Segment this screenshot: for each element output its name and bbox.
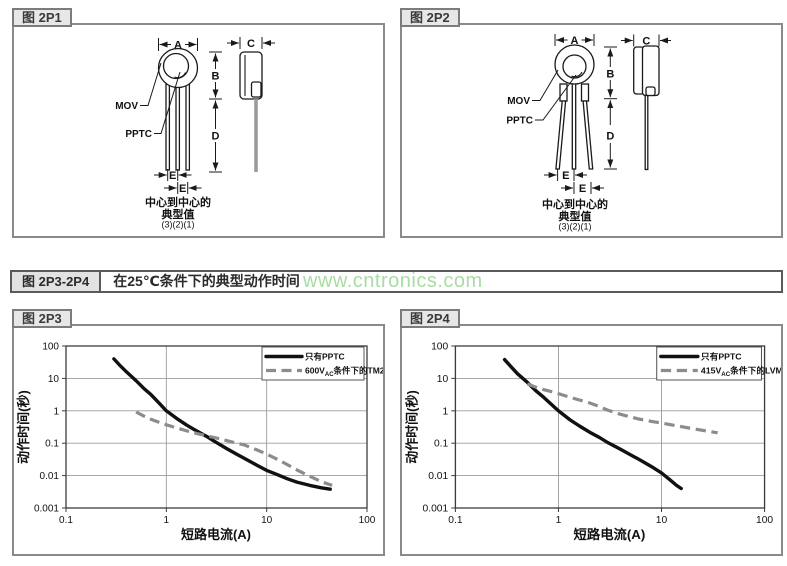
- mov-callout: MOV: [115, 62, 162, 112]
- front-view: A MOV PPTC: [115, 38, 211, 230]
- svg-text:10: 10: [48, 374, 60, 385]
- component-diagram-2p1: A MOV PPTC: [115, 37, 275, 230]
- figure-panel-2p1: 图 2P1 A: [12, 8, 385, 238]
- dim-a-label: A: [571, 35, 579, 47]
- mov-callout: MOV: [507, 69, 559, 107]
- caption-line1: 中心到中心的: [145, 195, 211, 209]
- dim-a-label: A: [174, 40, 182, 52]
- component-diagram-2p2: A MOV PPTC: [506, 34, 671, 232]
- svg-text:100: 100: [756, 515, 773, 526]
- dimension-e-row2: E: [164, 182, 202, 195]
- dimension-e-row2: E: [561, 182, 604, 195]
- pptc-callout: PPTC: [506, 74, 577, 127]
- mov-label: MOV: [507, 96, 530, 107]
- caption-line3: (3)(2)(1): [162, 220, 195, 230]
- svg-text:10: 10: [656, 515, 668, 526]
- dim-e1-label: E: [169, 170, 176, 182]
- chart-plot-area: 0.1 1 10 100 0.001 0.01 0.1 1 10 100 只有PPTC 600VAC条…: [34, 342, 383, 527]
- svg-text:只有PPTC: 只有PPTC: [701, 351, 742, 362]
- chart-2p3: 0.1 1 10 100 0.001 0.01 0.1 1 10 100 只有PPTC 600VAC条…: [16, 342, 383, 543]
- pptc-label: PPTC: [125, 129, 152, 140]
- dimension-e-row1: E: [544, 169, 587, 182]
- figure-label-2p4: 图 2P4: [400, 309, 460, 328]
- mov-label: MOV: [115, 101, 138, 112]
- dimension-b: B: [209, 51, 222, 100]
- svg-text:0.01: 0.01: [40, 471, 60, 482]
- dimension-a: A: [158, 38, 198, 52]
- svg-text:0.001: 0.001: [34, 504, 59, 515]
- dim-d-label: D: [212, 131, 220, 143]
- dimension-b: B: [604, 46, 617, 100]
- figure-label-2p2: 图 2P2: [400, 8, 460, 27]
- leads: [555, 82, 594, 170]
- svg-text:0.1: 0.1: [45, 439, 59, 450]
- dim-c-label: C: [247, 38, 255, 50]
- svg-text:415VAC条件下的LVM2P: 415VAC条件下的LVM2P: [701, 365, 781, 378]
- dim-b-label: B: [212, 71, 220, 83]
- figure-panel-2p2: 图 2P2 A: [400, 8, 783, 238]
- svg-text:10: 10: [437, 374, 449, 385]
- side-view: C B D: [209, 37, 275, 173]
- dimension-e-row1: E: [154, 169, 192, 182]
- caption-line2: 典型值: [162, 207, 195, 221]
- figure-label-2p1: 图 2P1: [12, 8, 72, 27]
- dimension-d: D: [604, 100, 617, 170]
- svg-text:只有PPTC: 只有PPTC: [305, 352, 345, 362]
- section-header-title: 在25℃条件下的典型动作时间: [113, 273, 300, 289]
- dimension-c: C: [621, 34, 671, 48]
- dim-b-label: B: [606, 69, 614, 81]
- side-view: C B D: [604, 34, 671, 171]
- caption: 中心到中心的 典型值 (3)(2)(1): [542, 197, 608, 232]
- dimension-d: D: [209, 100, 222, 173]
- svg-text:0.1: 0.1: [59, 515, 73, 526]
- svg-text:0.001: 0.001: [423, 504, 449, 515]
- svg-text:100: 100: [42, 342, 59, 353]
- svg-text:1: 1: [443, 406, 449, 417]
- svg-text:10: 10: [261, 515, 273, 526]
- dimension-c: C: [227, 37, 275, 50]
- svg-text:1: 1: [164, 515, 170, 526]
- svg-text:0.1: 0.1: [448, 515, 463, 526]
- svg-text:0.01: 0.01: [428, 471, 448, 482]
- caption-line3: (3)(2)(1): [559, 222, 592, 232]
- x-axis-title: 短路电流(A): [574, 526, 646, 542]
- caption-line1: 中心到中心的: [542, 197, 608, 211]
- caption-line2: 典型值: [559, 209, 592, 223]
- y-axis-title: 动作时间(秒): [16, 390, 31, 464]
- svg-text:0.1: 0.1: [434, 439, 449, 450]
- chart-2p4: 0.1 1 10 100 0.001 0.01 0.1 1 10 100 只有PPTC 415VAC条…: [403, 342, 781, 542]
- dim-c-label: C: [642, 36, 650, 48]
- mov-disc: [554, 44, 595, 85]
- chart-plot-area: 0.1 1 10 100 0.001 0.01 0.1 1 10 100 只有PPTC 415VAC条…: [423, 342, 781, 526]
- dim-e2-label: E: [579, 183, 586, 195]
- svg-text:100: 100: [359, 515, 376, 526]
- dim-e1-label: E: [562, 170, 569, 182]
- pptc-callout: PPTC: [125, 71, 181, 140]
- front-view: A MOV PPTC: [506, 34, 608, 232]
- figure-panel-2p3: 图 2P3 0.1 1 10 100 0.001 0.01 0.1 1 10 100 只有PPTC 6…: [12, 309, 385, 556]
- pptc-label: PPTC: [506, 116, 533, 127]
- svg-text:600VAC条件下的TM2P: 600VAC条件下的TM2P: [305, 366, 383, 379]
- dimension-a: A: [554, 34, 595, 47]
- mov-disc: [157, 47, 199, 89]
- x-axis-title: 短路电流(A): [181, 527, 251, 542]
- y-axis-title: 动作时间(秒): [403, 390, 419, 464]
- caption: 中心到中心的 典型值 (3)(2)(1): [145, 195, 211, 230]
- figure-panel-2p4: 图 2P4 0.1 1 10 100 0.001 0.01 0.1 1 10 100 只有PPTC 4…: [400, 309, 783, 556]
- figure-label-2p3: 图 2P3: [12, 309, 72, 328]
- dim-e2-label: E: [179, 183, 186, 195]
- svg-text:100: 100: [431, 342, 448, 353]
- svg-text:1: 1: [556, 515, 562, 526]
- dim-d-label: D: [606, 131, 614, 143]
- section-header-label: 图 2P3-2P4: [12, 272, 102, 291]
- section-header-bar: 图 2P3-2P4 在25℃条件下的典型动作时间: [10, 270, 783, 293]
- leads: [165, 82, 191, 171]
- svg-text:1: 1: [53, 406, 59, 417]
